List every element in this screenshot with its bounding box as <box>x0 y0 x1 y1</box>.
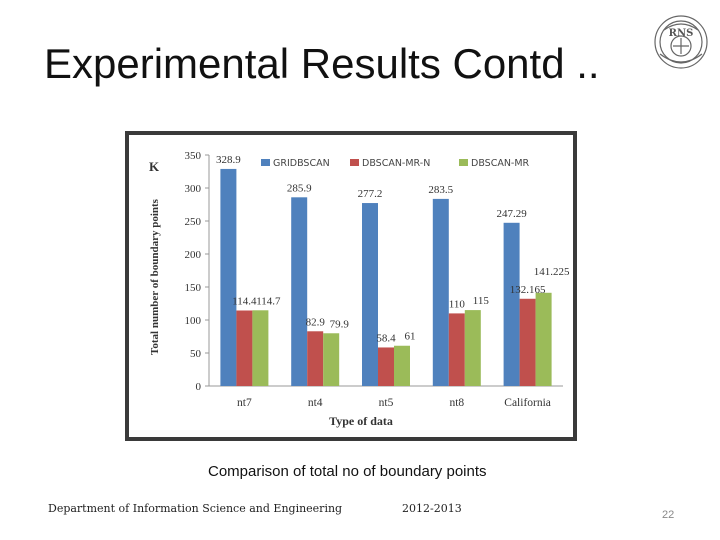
data-label: 79.9 <box>330 318 350 330</box>
legend-swatch <box>350 159 359 166</box>
y-tick-label: 250 <box>185 216 202 228</box>
data-label: 283.5 <box>428 184 453 196</box>
bars <box>220 168 552 386</box>
data-label: 58.4 <box>376 332 396 344</box>
y-axis-ticks: 0 50 100 150 200 250 300 350 <box>185 150 209 393</box>
y-tick-label: 100 <box>185 315 202 327</box>
data-label: 82.9 <box>306 316 326 328</box>
bar <box>503 222 520 386</box>
bar <box>252 310 269 386</box>
bar <box>307 331 324 386</box>
y-tick-label: 50 <box>190 348 202 360</box>
data-label: 114.7 <box>256 295 281 307</box>
bar <box>519 298 536 386</box>
bar <box>432 198 449 386</box>
bar <box>464 310 481 386</box>
data-label: 115 <box>473 295 490 307</box>
data-label: 61 <box>405 331 416 343</box>
bar-chart: 0 50 100 150 200 250 300 350 K Total number of … <box>149 150 570 428</box>
data-label: 110 <box>449 298 466 310</box>
category-label: nt4 <box>308 397 323 409</box>
data-label: 247.29 <box>496 208 527 220</box>
data-label: 277.2 <box>358 188 383 200</box>
page-number: 22 <box>662 509 675 521</box>
data-label: 328.9 <box>216 154 241 166</box>
bar <box>291 197 308 386</box>
bar <box>323 333 340 386</box>
category-label: California <box>504 397 551 409</box>
legend-swatch <box>459 159 468 166</box>
x-axis-label: Type of data <box>329 414 393 428</box>
y-tick-label: 0 <box>196 381 202 393</box>
bar <box>220 168 237 386</box>
category-labels: nt7 nt4 nt5 nt8 California <box>237 397 551 409</box>
slide-title: Experimental Results Contd .. <box>44 40 600 87</box>
legend-label: DBSCAN-MR <box>471 158 530 169</box>
bar <box>535 292 552 386</box>
data-labels: 328.9 114.4 114.7 285.9 82.9 79.9 277.2 58.4 61 2… <box>216 154 570 345</box>
footer-department: Department of Information Science and En… <box>48 502 343 515</box>
legend: GRIDBSCAN DBSCAN-MR-N DBSCAN-MR <box>261 158 530 169</box>
category-label: nt7 <box>237 397 252 409</box>
chart-area: 0 50 100 150 200 250 300 350 K Total number of … <box>129 135 573 437</box>
y-tick-label: 200 <box>185 249 202 261</box>
bar <box>236 310 253 386</box>
y-tick-label: 150 <box>185 282 202 294</box>
y-tick-label: 300 <box>185 183 202 195</box>
chart-frame: 0 50 100 150 200 250 300 350 K Total number of … <box>125 131 577 441</box>
data-label: 132.165 <box>510 284 546 296</box>
legend-swatch <box>261 159 270 166</box>
bar <box>394 345 410 386</box>
bar <box>448 313 465 386</box>
bar <box>378 347 394 386</box>
legend-label: DBSCAN-MR-N <box>362 158 430 169</box>
category-label: nt8 <box>449 397 464 409</box>
logo-text: RNS <box>669 28 694 39</box>
y-unit-label: K <box>149 159 160 174</box>
bar <box>362 203 378 386</box>
data-label: 114.4 <box>232 295 257 307</box>
institution-logo: RNS <box>648 10 720 74</box>
y-tick-label: 350 <box>185 150 202 162</box>
data-label: 285.9 <box>287 182 312 194</box>
category-label: nt5 <box>379 397 394 409</box>
footer-year: 2012-2013 <box>402 502 462 515</box>
chart-caption: Comparison of total no of boundary point… <box>208 463 487 480</box>
data-label: 141.225 <box>534 266 570 278</box>
y-axis-label: Total number of boundary points <box>149 198 161 355</box>
legend-label: GRIDBSCAN <box>273 158 330 169</box>
